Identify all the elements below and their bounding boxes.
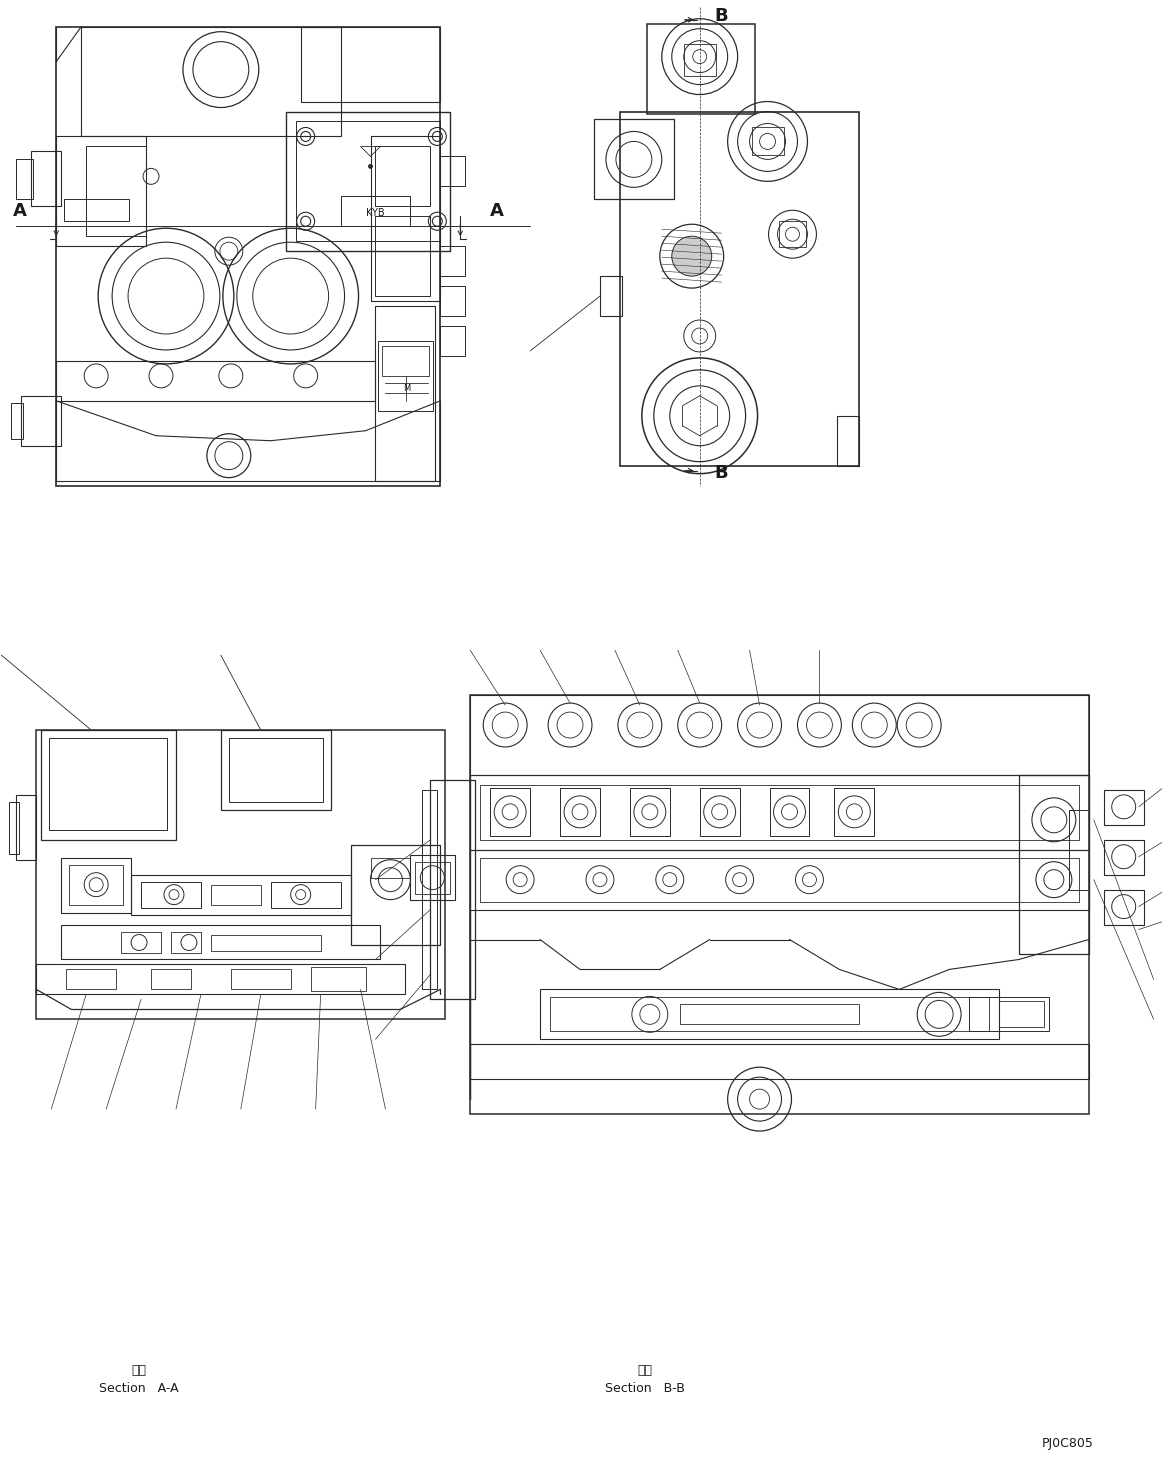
Bar	[295, 121, 441, 241]
Bar	[131, 875, 350, 915]
Bar	[31, 151, 62, 206]
Bar	[341, 197, 411, 227]
Bar	[470, 775, 1089, 850]
Bar	[271, 881, 341, 908]
Bar	[470, 850, 1089, 909]
Bar	[441, 326, 465, 355]
Bar	[969, 997, 1049, 1031]
Bar	[86, 147, 147, 235]
Bar	[9, 801, 20, 853]
Bar	[430, 780, 476, 1000]
Bar	[770, 788, 809, 835]
Bar	[1104, 789, 1143, 825]
Bar	[376, 216, 430, 296]
Bar	[70, 865, 123, 905]
Text: A: A	[491, 203, 504, 221]
Bar	[378, 341, 434, 410]
Bar	[1104, 890, 1143, 924]
Bar	[415, 862, 450, 893]
Text: 断面: 断面	[131, 1364, 147, 1377]
Bar	[470, 1044, 1089, 1080]
Text: M: M	[402, 385, 411, 394]
Bar	[411, 855, 455, 899]
Bar	[1019, 775, 1089, 954]
Bar	[12, 403, 23, 438]
Bar	[491, 788, 530, 835]
Bar	[376, 147, 430, 206]
Bar	[999, 1001, 1044, 1028]
Bar	[56, 136, 147, 246]
Bar	[64, 200, 129, 221]
Bar	[480, 857, 1079, 902]
Bar	[36, 730, 445, 1019]
Bar	[383, 347, 429, 376]
Text: B: B	[715, 464, 728, 481]
Bar	[301, 27, 441, 102]
Bar	[594, 120, 673, 200]
Bar	[286, 111, 450, 252]
Bar	[470, 695, 1089, 1114]
Bar	[422, 789, 437, 989]
Bar	[66, 970, 116, 989]
Bar	[151, 970, 191, 989]
Bar	[441, 286, 465, 315]
Bar	[371, 136, 441, 301]
Bar	[16, 160, 34, 200]
Bar	[630, 788, 670, 835]
Bar	[211, 884, 261, 905]
Bar	[371, 857, 411, 878]
Bar	[121, 932, 160, 954]
Bar	[42, 730, 176, 840]
Bar	[229, 738, 322, 801]
Bar	[441, 157, 465, 187]
Bar	[751, 127, 784, 156]
Circle shape	[369, 164, 372, 169]
Bar	[56, 361, 376, 401]
Bar	[550, 997, 989, 1031]
Bar	[350, 844, 441, 945]
Text: Section   B-B: Section B-B	[605, 1382, 685, 1395]
Bar	[540, 989, 999, 1040]
Bar	[376, 307, 435, 481]
Bar	[1104, 840, 1143, 875]
Bar	[647, 24, 755, 114]
Bar	[62, 924, 380, 960]
Bar	[171, 932, 201, 954]
Bar	[700, 788, 740, 835]
Bar	[211, 935, 321, 951]
Bar	[311, 967, 365, 991]
Text: 断面: 断面	[637, 1364, 652, 1377]
Bar	[81, 27, 341, 136]
Bar	[141, 881, 201, 908]
Bar	[21, 395, 62, 446]
Bar	[684, 43, 715, 76]
Text: Section   A-A: Section A-A	[99, 1382, 179, 1395]
Text: B: B	[715, 7, 728, 25]
Bar	[221, 730, 330, 810]
Bar	[561, 788, 600, 835]
Text: PJ0C805: PJ0C805	[1042, 1437, 1093, 1450]
Bar	[778, 221, 806, 247]
Bar	[230, 970, 291, 989]
Bar	[49, 738, 167, 829]
Bar	[1069, 810, 1089, 890]
Bar	[834, 788, 875, 835]
Bar	[36, 964, 406, 994]
Bar	[679, 1004, 859, 1025]
Circle shape	[672, 235, 712, 275]
Bar	[620, 111, 859, 465]
Bar	[56, 27, 441, 486]
Bar	[470, 695, 1089, 775]
Bar	[62, 857, 131, 912]
Text: A: A	[13, 203, 27, 221]
Bar	[837, 416, 859, 465]
Bar	[16, 795, 36, 859]
Bar	[480, 785, 1079, 840]
Bar	[441, 246, 465, 275]
Bar	[600, 275, 622, 315]
Text: KYB: KYB	[366, 209, 385, 218]
